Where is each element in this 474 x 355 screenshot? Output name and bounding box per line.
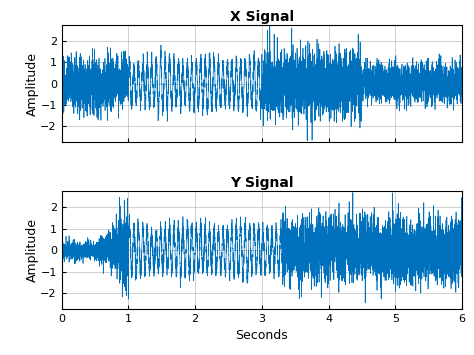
Y-axis label: Amplitude: Amplitude — [26, 51, 39, 115]
X-axis label: Seconds: Seconds — [236, 329, 288, 342]
Title: X Signal: X Signal — [230, 10, 294, 24]
Y-axis label: Amplitude: Amplitude — [26, 218, 39, 282]
Title: Y Signal: Y Signal — [230, 176, 293, 190]
